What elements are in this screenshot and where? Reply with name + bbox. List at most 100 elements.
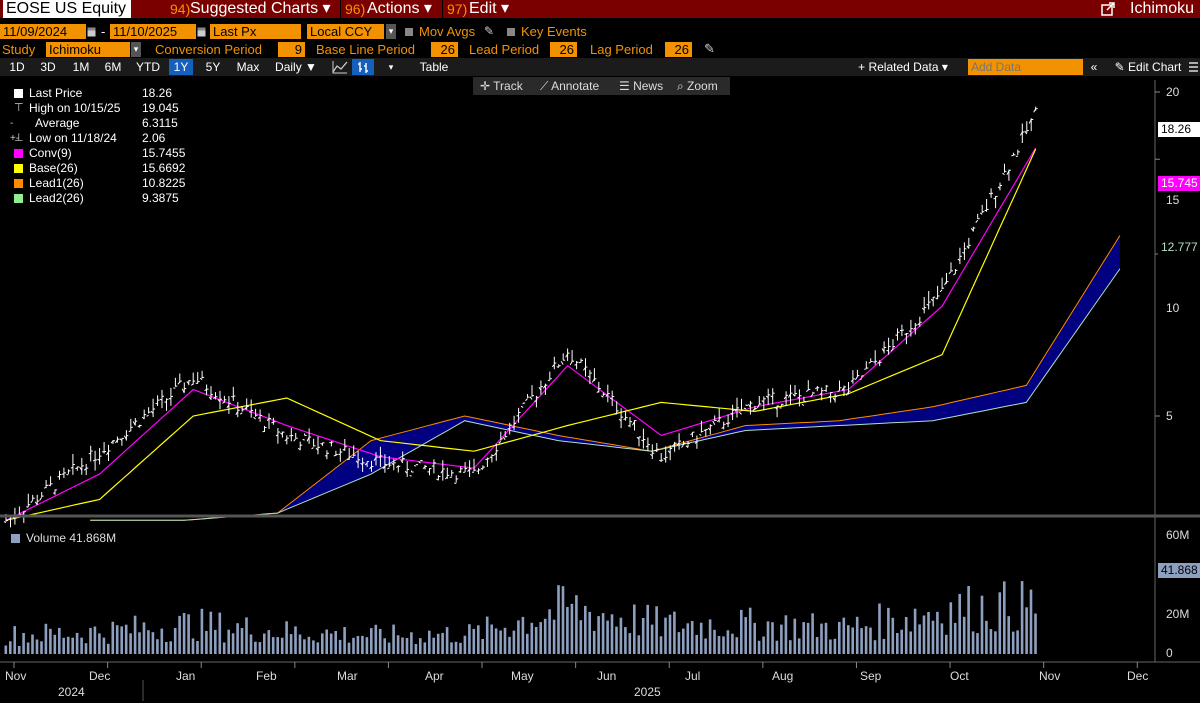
annotate-tool[interactable]: ⟋ Annotate (540, 79, 600, 93)
mov-avgs-checkbox[interactable] (405, 28, 413, 36)
price-bar (168, 387, 173, 406)
hamburger-icon[interactable] (1188, 60, 1199, 74)
pencil-icon[interactable]: ✎ (484, 24, 495, 38)
price-bar (123, 430, 129, 441)
popout-icon[interactable] (1101, 2, 1115, 16)
volume-bar (169, 641, 172, 654)
price-bar-open (511, 426, 515, 429)
periodicity-select[interactable]: Daily ▼ (275, 60, 317, 74)
study-select[interactable]: Ichimoku (46, 42, 130, 57)
price-bar-open (819, 392, 822, 395)
lead-period-input[interactable]: 26 (550, 42, 577, 57)
price-bar (1002, 163, 1007, 176)
base-line-period-label: Base Line Period (316, 42, 416, 57)
calendar-icon[interactable] (87, 25, 96, 37)
price-chart[interactable] (0, 76, 1200, 703)
actions-menu[interactable]: Actions ▾ (367, 0, 432, 17)
start-date-field[interactable]: 11/09/2024 (0, 24, 86, 39)
line-chart-icon[interactable] (330, 59, 350, 75)
legend-lead1[interactable]: Lead1(26) 10.8225 (7, 176, 189, 191)
base-line-period-input[interactable]: 26 (431, 42, 458, 57)
volume-bar (111, 621, 115, 654)
price-bar-open (26, 506, 29, 508)
legend-last-price[interactable]: Last Price 18.26 (7, 86, 189, 101)
volume-bar (316, 642, 320, 654)
volume-bar (419, 638, 422, 654)
pencil-icon[interactable]: ✎ (704, 41, 715, 56)
add-data-input[interactable] (968, 59, 1083, 75)
suggested-charts-menu[interactable]: Suggested Charts ▾ (190, 0, 331, 17)
price-bar (351, 445, 356, 459)
legend-lead2[interactable]: Lead2(26) 9.3875 (7, 191, 189, 206)
price-bar (1019, 123, 1025, 144)
range-3d-button[interactable]: 3D (40, 60, 56, 74)
edit-chart-button[interactable]: ✎ Edit Chart (1114, 60, 1182, 74)
volume-bar (847, 625, 850, 654)
price-field-select[interactable]: Last Px (210, 24, 301, 39)
price-bar (551, 356, 557, 370)
zoom-tool[interactable]: ⌕ Zoom (677, 79, 718, 93)
legend-swatch (14, 194, 23, 203)
currency-select[interactable]: Local CCY (307, 24, 384, 39)
study-title: Ichimoku (1130, 0, 1195, 17)
price-bar (730, 404, 735, 421)
price-bar (177, 373, 182, 385)
edit-menu[interactable]: Edit ▾ (469, 0, 510, 17)
range-5y-button[interactable]: 5Y (205, 60, 221, 74)
legend-swatch (14, 164, 23, 173)
price-bar (48, 476, 53, 487)
price-bar-open (641, 439, 644, 442)
lead2-line (90, 268, 1121, 521)
price-bar (587, 369, 592, 385)
price-bar (454, 475, 459, 485)
volume-bar (949, 602, 953, 654)
range-1m-button[interactable]: 1M (72, 60, 90, 74)
key-events-checkbox[interactable] (507, 28, 515, 36)
price-bar (436, 475, 441, 481)
volume-bar (432, 637, 435, 654)
end-date-field[interactable]: 11/10/2025 (110, 24, 196, 39)
price-bar-open (159, 398, 163, 401)
price-bar-open (672, 443, 676, 447)
currency-dropdown-icon[interactable]: ▾ (386, 24, 396, 39)
volume-bar (231, 633, 235, 654)
price-bar-open (854, 376, 858, 381)
chart-type-dropdown-icon[interactable]: ▾ (388, 62, 394, 72)
legend-swatch (14, 179, 23, 188)
price-bar-open (756, 404, 760, 409)
volume-bar (374, 624, 378, 654)
range-1d-button[interactable]: 1D (9, 60, 25, 74)
volume-legend[interactable]: Volume 41.868M (26, 531, 117, 545)
ticker-field[interactable]: EOSE US Equity (3, 0, 131, 18)
price-bar (716, 408, 722, 423)
price-bar (663, 446, 668, 463)
price-bar-open (507, 427, 510, 430)
price-bar (788, 384, 793, 405)
calendar-icon[interactable] (197, 25, 206, 37)
price-bar-open (650, 453, 653, 457)
price-bar-open (944, 281, 947, 286)
collapse-icon[interactable]: « (1090, 60, 1098, 74)
conversion-period-input[interactable]: 9 (278, 42, 305, 57)
price-bar-open (440, 469, 444, 474)
price-bar (547, 371, 552, 382)
price-bar (828, 391, 833, 403)
range-max-button[interactable]: Max (236, 60, 260, 74)
range-ytd-button[interactable]: YTD (136, 60, 160, 74)
bar-chart-icon[interactable] (352, 59, 374, 75)
study-dropdown-icon[interactable]: ▾ (131, 42, 141, 57)
range-1y-button[interactable]: 1Y (169, 59, 193, 75)
lag-period-input[interactable]: 26 (665, 42, 692, 57)
price-bar-open (306, 436, 310, 442)
legend-conv[interactable]: Conv(9) 15.7455 (7, 146, 189, 161)
price-bar-open (520, 405, 524, 409)
legend-base[interactable]: Base(26) 15.6692 (7, 161, 189, 176)
news-tool[interactable]: ☰ News (619, 79, 664, 93)
range-6m-button[interactable]: 6M (104, 60, 122, 74)
price-bar-open (783, 396, 787, 400)
price-bar (886, 337, 891, 355)
table-button[interactable]: Table (419, 60, 449, 74)
track-tool[interactable]: ✛ Track (480, 79, 523, 93)
volume-bar (780, 624, 783, 654)
related-data-button[interactable]: + Related Data ▾ (858, 60, 948, 74)
